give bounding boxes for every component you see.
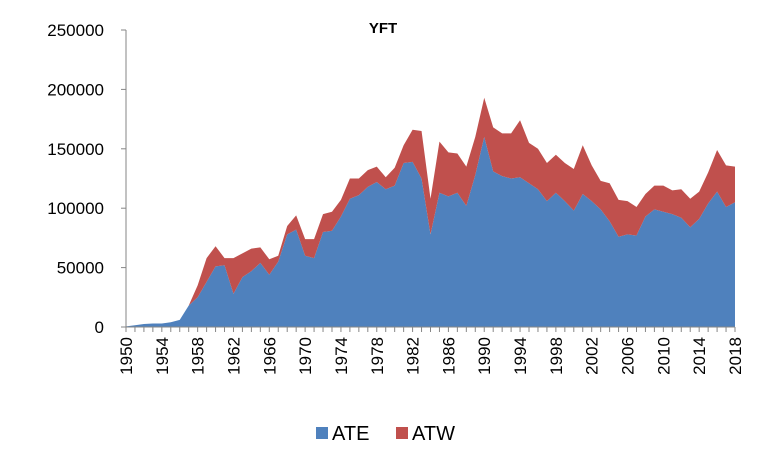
x-tick-label: 1958 <box>189 337 208 375</box>
y-tick-label: 150000 <box>47 140 104 159</box>
legend-label-ate: ATE <box>332 423 369 445</box>
x-tick-labels: 1950 1954 1958 1962 1966 1970 1974 1978 1982 1986… <box>117 337 745 375</box>
x-tick-label: 2010 <box>654 337 673 375</box>
x-tick-label: 1982 <box>404 337 423 375</box>
legend-swatch-ate <box>316 427 328 439</box>
plot-areas <box>126 97 735 327</box>
legend-swatch-atw <box>396 427 408 439</box>
y-tick-label: 250000 <box>47 21 104 40</box>
x-tick-label: 1978 <box>368 337 387 375</box>
y-tick-labels: 0 50000 100000 150000 200000 250000 <box>47 21 104 337</box>
y-tick-label: 0 <box>95 318 104 337</box>
x-tick-label: 2014 <box>690 337 709 375</box>
area-atw <box>126 97 735 327</box>
y-tick-label: 200000 <box>47 80 104 99</box>
x-tick-label: 1974 <box>332 337 351 375</box>
x-tick-label: 1994 <box>511 337 530 375</box>
x-tick-label: 1990 <box>475 337 494 375</box>
legend: ATE ATW <box>316 423 455 445</box>
x-tick-label: 1962 <box>224 337 243 375</box>
axes <box>121 29 736 332</box>
area-ate <box>126 136 735 327</box>
y-tick-label: 100000 <box>47 199 104 218</box>
x-tick-label: 1986 <box>439 337 458 375</box>
x-tick-label: 2018 <box>726 337 745 375</box>
x-tick-label: 1998 <box>547 337 566 375</box>
chart-title: YFT <box>369 20 397 37</box>
y-tick-label: 50000 <box>57 259 104 278</box>
x-tick-label: 1954 <box>153 337 172 375</box>
legend-label-atw: ATW <box>412 423 455 445</box>
x-tick-label: 1950 <box>117 337 136 375</box>
x-tick-label: 1970 <box>296 337 315 375</box>
x-tick-label: 2006 <box>619 337 638 375</box>
x-tick-label: 1966 <box>260 337 279 375</box>
x-tick-label: 2002 <box>583 337 602 375</box>
